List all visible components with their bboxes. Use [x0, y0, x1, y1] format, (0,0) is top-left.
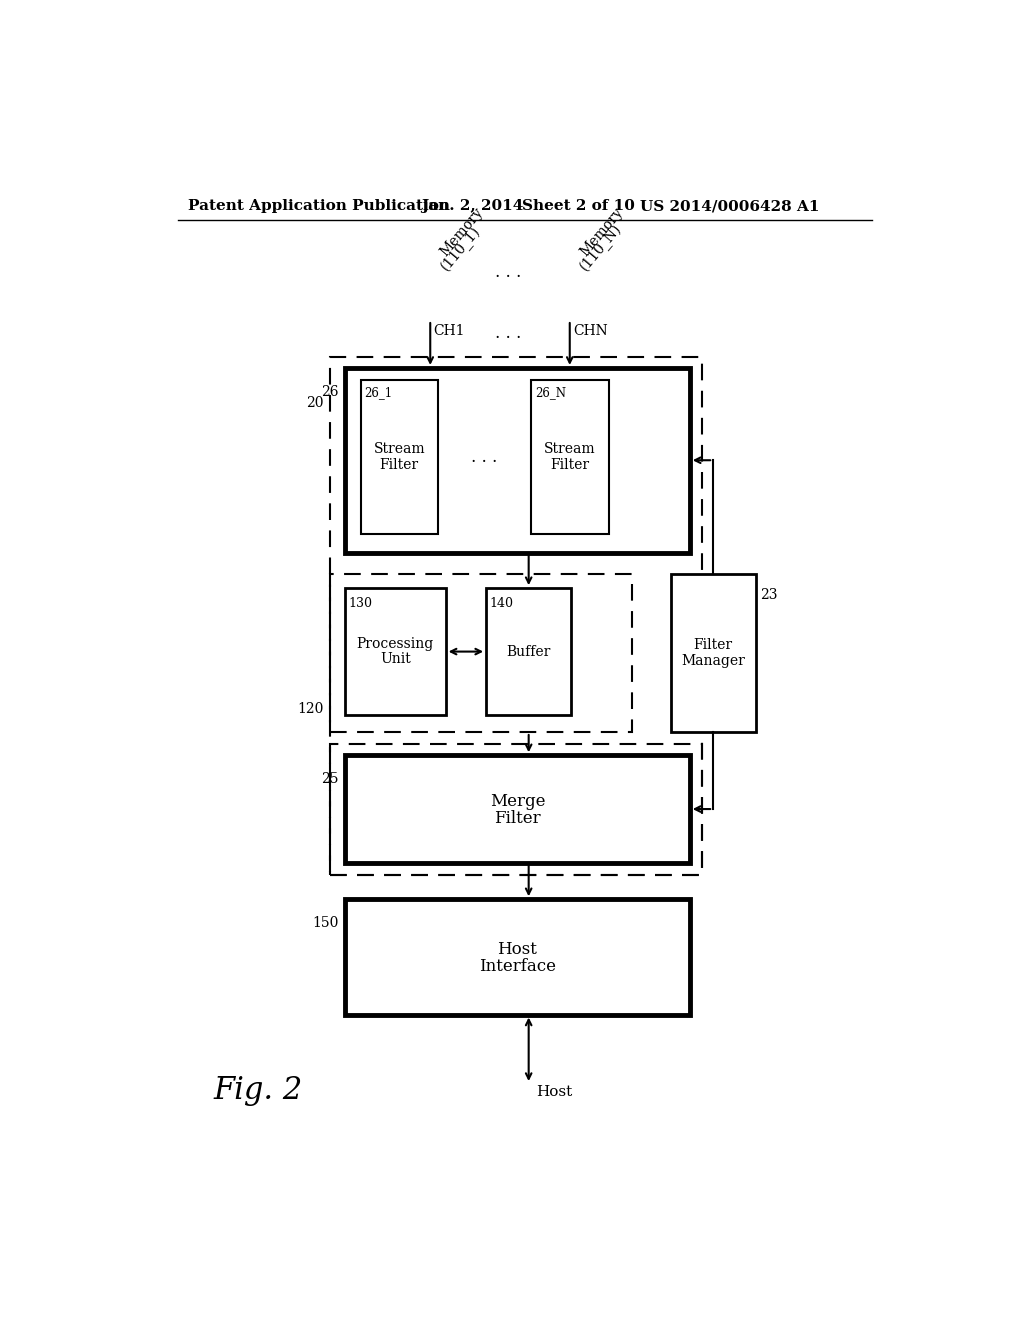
- Text: Stream: Stream: [374, 442, 425, 457]
- Text: Stream: Stream: [544, 442, 596, 457]
- Text: (110_1): (110_1): [438, 223, 484, 275]
- Text: Memory: Memory: [578, 205, 626, 259]
- Bar: [360, 380, 438, 535]
- Text: 26_N: 26_N: [535, 387, 566, 400]
- Text: Patent Application Publication: Patent Application Publication: [188, 199, 451, 213]
- Text: 26: 26: [322, 385, 339, 399]
- Text: . . .: . . .: [495, 326, 521, 342]
- Bar: [345, 755, 690, 863]
- Bar: [486, 589, 571, 715]
- Text: 130: 130: [349, 598, 373, 610]
- Text: CH1: CH1: [433, 323, 465, 338]
- Text: Unit: Unit: [380, 652, 411, 667]
- Text: 150: 150: [312, 916, 339, 931]
- Text: US 2014/0006428 A1: US 2014/0006428 A1: [640, 199, 819, 213]
- Text: Buffer: Buffer: [507, 644, 551, 659]
- Text: 25: 25: [322, 772, 339, 787]
- Text: Host: Host: [537, 1085, 572, 1098]
- Text: 120: 120: [297, 702, 324, 715]
- Text: Sheet 2 of 10: Sheet 2 of 10: [521, 199, 635, 213]
- Text: Filter: Filter: [550, 458, 590, 471]
- Text: Manager: Manager: [681, 653, 745, 668]
- Bar: [330, 574, 632, 733]
- Text: Host: Host: [498, 941, 538, 958]
- Text: Filter: Filter: [380, 458, 419, 471]
- Bar: [345, 368, 690, 553]
- Text: CHN: CHN: [572, 323, 607, 338]
- Bar: [330, 358, 701, 875]
- Text: . . .: . . .: [495, 264, 521, 281]
- Bar: [345, 589, 445, 715]
- Text: Memory: Memory: [438, 205, 486, 259]
- Text: Jan. 2, 2014: Jan. 2, 2014: [421, 199, 523, 213]
- Text: Filter: Filter: [693, 639, 733, 652]
- Text: Merge: Merge: [489, 793, 545, 810]
- Text: Fig. 2: Fig. 2: [213, 1074, 302, 1106]
- Text: Filter: Filter: [495, 809, 541, 826]
- Text: Interface: Interface: [479, 957, 556, 974]
- Bar: [671, 574, 756, 733]
- Text: (110_N): (110_N): [578, 220, 626, 275]
- Text: 26_1: 26_1: [365, 387, 392, 400]
- Text: 20: 20: [306, 396, 324, 409]
- Text: 140: 140: [489, 598, 514, 610]
- Bar: [531, 380, 608, 535]
- Text: . . .: . . .: [471, 449, 498, 466]
- Bar: [330, 743, 701, 875]
- Text: Processing: Processing: [356, 636, 434, 651]
- Text: 23: 23: [760, 589, 777, 602]
- Bar: [345, 899, 690, 1015]
